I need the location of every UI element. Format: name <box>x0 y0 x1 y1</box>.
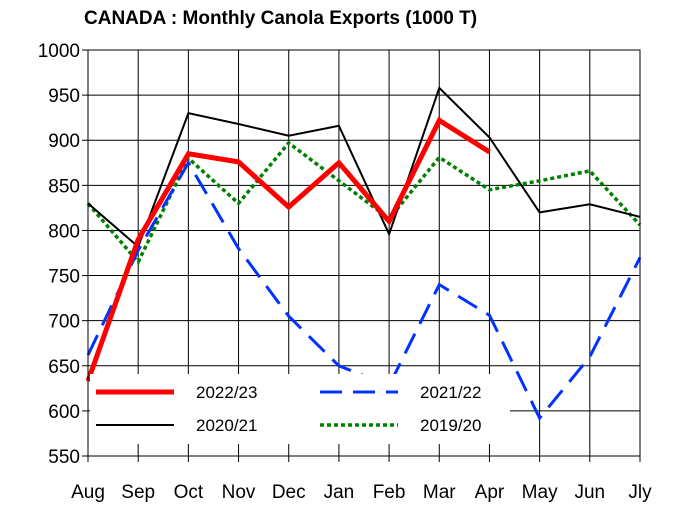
x-tick-label-apr: Apr <box>475 482 505 503</box>
x-tick-label-oct: Oct <box>174 482 204 503</box>
axes: 550 600 650 700 750 800 850 900 950 1000 Aug Sep Oct… <box>38 41 652 503</box>
y-tick-label-1000: 1000 <box>38 41 80 62</box>
x-tick-label-feb: Feb <box>373 482 406 503</box>
y-tick-label-550: 550 <box>48 447 80 468</box>
x-tick-label-jan: Jan <box>324 482 355 503</box>
chart-title: CANADA : Monthly Canola Exports (1000 T) <box>84 8 478 29</box>
legend: 2022/23 2021/22 2020/21 2019/20 <box>90 374 510 444</box>
y-tick-label-950: 950 <box>48 86 80 107</box>
x-tick-label-aug: Aug <box>71 482 105 503</box>
legend-background <box>90 374 510 444</box>
legend-label-2022-23: 2022/23 <box>196 383 257 402</box>
y-tick-label-700: 700 <box>48 312 80 333</box>
y-tick-label-900: 900 <box>48 131 80 152</box>
y-tick-label-750: 750 <box>48 267 80 288</box>
y-tick-label-800: 800 <box>48 221 80 242</box>
x-tick-label-mar: Mar <box>423 482 456 503</box>
series-line-2020-21 <box>87 86 641 249</box>
x-tick-label-jun: Jun <box>574 482 605 503</box>
legend-label-2019-20: 2019/20 <box>420 416 481 435</box>
x-tick-label-jly: Jly <box>628 482 652 503</box>
x-tick-label-nov: Nov <box>222 482 256 503</box>
x-tick-label-may: May <box>522 482 558 503</box>
legend-label-2020-21: 2020/21 <box>196 416 257 435</box>
x-tick-label-sep: Sep <box>121 482 155 503</box>
y-tick-label-850: 850 <box>48 176 80 197</box>
series-line-2022-23 <box>85 116 491 382</box>
plot-frame <box>87 49 641 457</box>
legend-label-2021-22: 2021/22 <box>420 383 481 402</box>
y-tick-label-650: 650 <box>48 357 80 378</box>
y-tick-label-600: 600 <box>48 402 80 423</box>
x-tick-label-dec: Dec <box>272 482 306 503</box>
